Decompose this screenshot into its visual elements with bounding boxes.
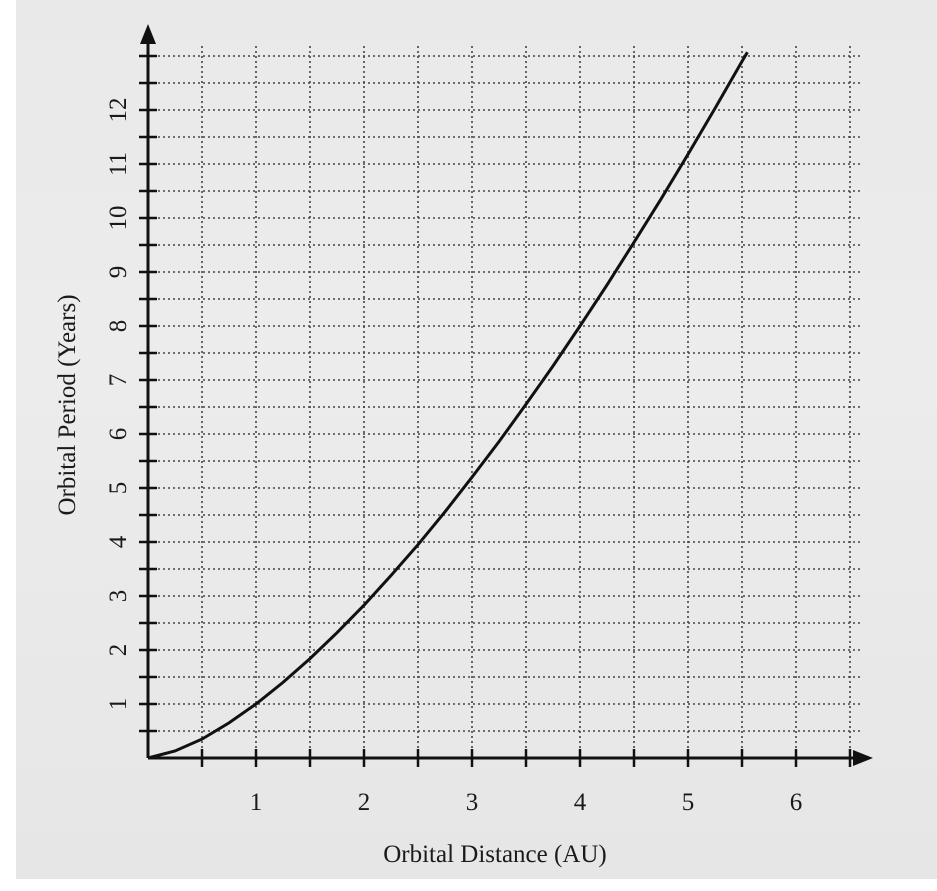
x-tick-label: 1 (250, 789, 263, 816)
y-tick-label: 1 (105, 698, 132, 711)
y-tick-label: 7 (105, 374, 132, 387)
y-tick-label: 11 (105, 152, 132, 176)
grid-lines (148, 45, 861, 758)
x-axis-arrow (853, 750, 873, 766)
x-tick-label: 2 (358, 789, 371, 816)
axis-ticks (139, 54, 852, 767)
series-line (147, 51, 749, 760)
axes (140, 24, 873, 766)
x-tick-label: 3 (466, 789, 479, 816)
y-tick-label: 4 (105, 535, 132, 548)
y-tick-label: 6 (105, 428, 132, 441)
y-tick-label: 12 (105, 98, 132, 123)
x-axis-title: Orbital Distance (AU) (383, 841, 607, 868)
y-axis-title: Orbital Period (Years) (54, 294, 81, 515)
y-tick-label: 5 (105, 482, 132, 495)
x-tick-label: 5 (682, 789, 695, 816)
y-tick-label: 8 (105, 320, 132, 333)
x-tick-label: 6 (790, 789, 803, 816)
y-tick-label: 3 (105, 590, 132, 603)
y-axis-arrow (140, 24, 156, 44)
y-tick-label: 2 (105, 644, 132, 657)
y-tick-label: 10 (105, 206, 132, 231)
y-tick-label: 9 (105, 266, 132, 279)
x-tick-label: 4 (574, 789, 587, 816)
